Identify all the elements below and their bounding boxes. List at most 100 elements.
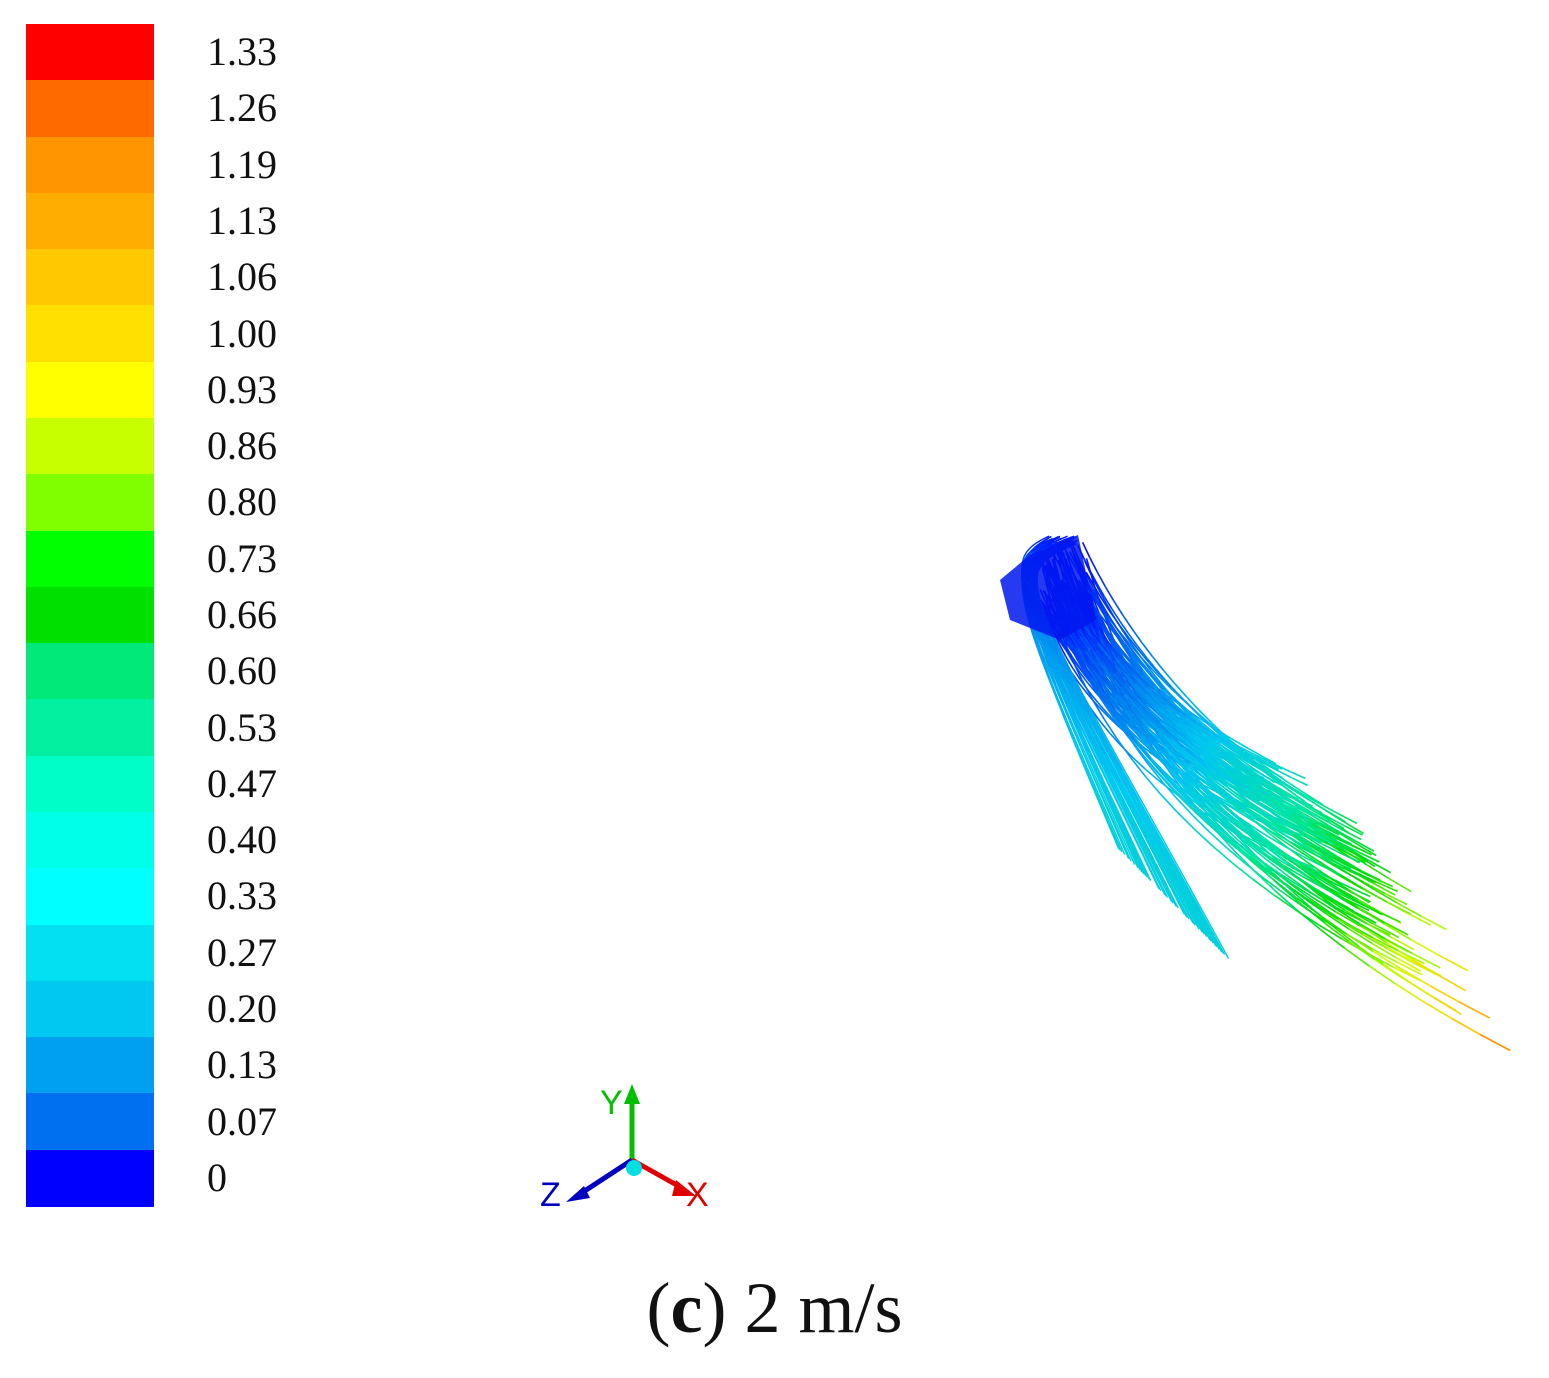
streamline [1318, 877, 1340, 892]
streamline [1256, 791, 1276, 804]
streamline [1127, 633, 1139, 647]
streamline [1075, 727, 1088, 752]
streamline [1361, 925, 1388, 944]
streamline [1066, 640, 1079, 662]
streamline [1053, 682, 1063, 703]
streamline [1176, 747, 1193, 762]
streamline [1238, 809, 1256, 820]
x-axis-label: X [686, 1176, 709, 1214]
streamline [1292, 812, 1313, 825]
streamline [1118, 624, 1130, 638]
streamline [1264, 853, 1285, 869]
streamline [1160, 768, 1178, 784]
streamline [1139, 660, 1153, 676]
streamline [1101, 661, 1114, 675]
streamline [1237, 765, 1250, 774]
streamline [1034, 633, 1041, 648]
streamline [1206, 729, 1219, 738]
streamline [1290, 841, 1312, 854]
streamline [1181, 750, 1197, 763]
streamline [1176, 811, 1195, 830]
streamline [1026, 550, 1032, 556]
streamline [1106, 801, 1121, 833]
streamline [1331, 839, 1352, 850]
streamline [1429, 984, 1460, 1003]
streamline [1030, 548, 1036, 554]
legend-tick-label: 0.27 [207, 929, 277, 975]
streamline [1372, 923, 1400, 939]
streamline [1162, 773, 1179, 791]
streamline [1116, 780, 1134, 812]
streamline [1057, 685, 1069, 707]
streamline [1108, 635, 1117, 648]
streamline [1133, 667, 1145, 678]
streamline [1088, 676, 1099, 689]
streamline [1130, 842, 1148, 878]
streamline [1114, 672, 1124, 684]
streamline [1141, 642, 1154, 657]
streamline [1071, 672, 1084, 695]
streamline [1143, 674, 1154, 685]
streamline [1099, 616, 1107, 628]
streamline [1210, 823, 1231, 842]
nozzle-core [1000, 535, 1096, 640]
streamline [1168, 713, 1182, 724]
streamline [1201, 731, 1216, 742]
streamline [1041, 637, 1048, 653]
streamline [1190, 900, 1214, 944]
streamline [1304, 907, 1328, 923]
streamline [1337, 887, 1360, 901]
streamline [1106, 712, 1119, 725]
streamline [1310, 844, 1332, 858]
legend-swatch [26, 361, 154, 419]
streamline [1078, 682, 1089, 696]
streamline [1395, 956, 1421, 972]
streamline [1149, 758, 1164, 776]
streamline [1086, 650, 1098, 663]
streamline [1097, 617, 1106, 628]
streamline [1055, 684, 1065, 705]
streamline [1294, 790, 1313, 803]
streamline [1041, 535, 1050, 541]
streamline [1214, 740, 1229, 751]
streamline [1209, 744, 1224, 756]
streamline [1180, 783, 1197, 802]
streamline [1320, 915, 1348, 935]
streamline [1064, 692, 1077, 715]
streamline [1241, 791, 1260, 803]
legend-tick-label: 0 [207, 1154, 227, 1200]
streamline [1116, 794, 1133, 827]
streamline [1249, 771, 1264, 782]
streamline [1073, 739, 1085, 765]
streamline [1088, 556, 1098, 573]
streamline [1174, 736, 1189, 747]
streamline [1276, 788, 1293, 798]
streamline [1358, 899, 1380, 913]
streamline [1347, 885, 1371, 898]
streamline [1344, 851, 1367, 863]
streamline [1214, 782, 1232, 798]
streamline [1215, 761, 1232, 771]
streamline [1235, 782, 1254, 796]
streamline [1129, 673, 1139, 683]
streamline [1101, 765, 1117, 795]
streamline [1249, 798, 1266, 809]
figure-caption: (c) 2 m/s [646, 1268, 903, 1348]
streamline [1132, 844, 1150, 880]
streamline [1088, 738, 1103, 766]
streamline [1124, 725, 1138, 744]
streamline [1283, 800, 1300, 810]
streamline [1208, 818, 1227, 835]
streamline [1270, 782, 1286, 793]
streamline [1119, 689, 1132, 708]
streamline [1273, 763, 1290, 773]
streamline [1055, 674, 1066, 695]
streamline [1132, 713, 1146, 733]
streamline [1294, 832, 1316, 847]
streamline [1077, 660, 1090, 681]
streamline [1347, 849, 1369, 862]
streamline [1284, 845, 1304, 858]
streamline [1203, 819, 1223, 837]
streamline [1318, 831, 1339, 843]
streamline [1227, 809, 1246, 826]
